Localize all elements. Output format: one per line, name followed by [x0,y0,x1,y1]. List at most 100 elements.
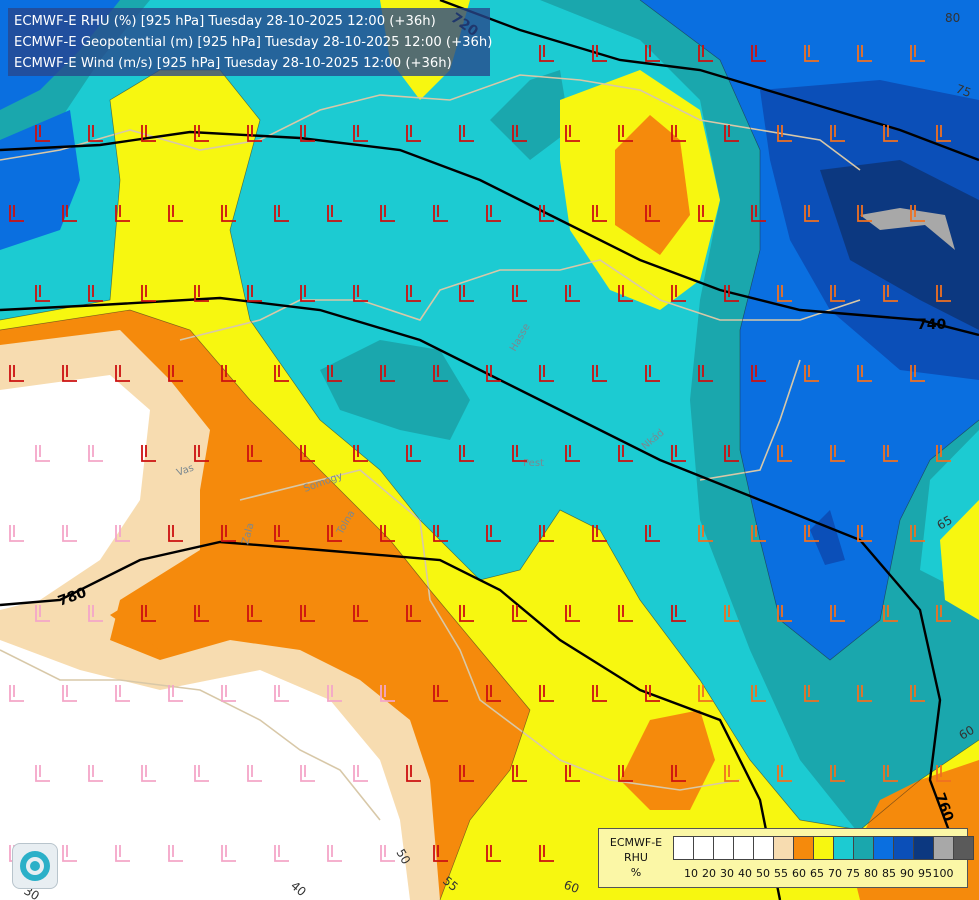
wind-barb [194,605,209,622]
wind-barb [645,685,660,702]
wind-barb [327,525,342,542]
wind-barb [857,525,872,542]
wind-barb [168,205,183,222]
wind-barb [751,685,766,702]
legend-cell [813,836,834,860]
wind-barb [936,285,951,302]
wind-barb [910,685,925,702]
wind-barb [565,605,580,622]
title-line-geopotential: ECMWF-E Geopotential (m) [925 hPa] Tuesd… [14,35,493,50]
wind-barb [671,285,686,302]
wind-barbs [9,45,951,862]
ecmwf-logo-icon [12,843,58,889]
wind-barb [486,525,501,542]
geopotential-label: 740 [917,317,946,333]
wind-barb [592,205,607,222]
wind-barb [486,365,501,382]
rhu-legend: ECMWF-E RHU % 10 20 30 40 50 55 60 65 70 75 80 85 90… [598,828,974,888]
wind-barb [115,845,130,862]
rhu-contour-label: 80 [945,11,960,25]
wind-barb [353,285,368,302]
wind-barb [35,285,50,302]
rhu-contour-label: 65 [935,513,955,533]
wind-barb [857,365,872,382]
wind-barb [62,205,77,222]
wind-barb [459,765,474,782]
wind-barb [168,365,183,382]
wind-barb [168,525,183,542]
wind-barb [618,765,633,782]
wind-barb [910,205,925,222]
wind-barb [353,765,368,782]
wind-barb [62,685,77,702]
legend-color-bar [673,836,974,860]
rhu-contour-label: 60 [957,723,977,743]
wind-barb [645,205,660,222]
legend-tick-label: 55 [774,867,788,880]
wind-barb [274,365,289,382]
legend-cell [833,836,854,860]
wind-barb [35,445,50,462]
legend-cell [733,836,754,860]
wind-barb [221,685,236,702]
legend-cell [853,836,874,860]
legend-cell [753,836,774,860]
wind-barb [883,765,898,782]
wind-barb [671,125,686,142]
legend-tick-label: 95 [918,867,932,880]
legend-tick-label: 40 [738,867,752,880]
wind-barb [618,125,633,142]
wind-barb [539,685,554,702]
wind-barb [168,685,183,702]
legend-tick-label: 65 [810,867,824,880]
wind-barb [777,765,792,782]
wind-barb [380,205,395,222]
wind-barb [671,445,686,462]
wind-barb [539,205,554,222]
title-line-wind: ECMWF-E Wind (m/s) [925 hPa] Tuesday 28-… [14,56,452,71]
rhu-75-north [490,70,570,160]
wind-barb [539,845,554,862]
wind-barb [406,445,421,462]
wind-barb [300,125,315,142]
legend-tick-label: 30 [720,867,734,880]
wind-barb [300,765,315,782]
wind-barb [459,285,474,302]
wind-barb [936,765,951,782]
legend-title: ECMWF-E RHU % [601,835,671,880]
wind-barb [194,125,209,142]
rhu-95-right [860,208,955,250]
wind-barb [327,205,342,222]
wind-barb [353,445,368,462]
wind-barb [618,605,633,622]
wind-barb [141,605,156,622]
wind-barb [751,45,766,62]
wind-barb [62,365,77,382]
wind-barb [247,445,262,462]
wind-barb [804,685,819,702]
legend-cell [933,836,954,860]
wind-barb [751,365,766,382]
wind-barb [406,285,421,302]
wind-barb [751,525,766,542]
wind-barb [327,845,342,862]
wind-barb [751,205,766,222]
wind-barb [9,365,24,382]
wind-barb [247,125,262,142]
wind-barb [88,125,103,142]
wind-barb [141,285,156,302]
wind-barb [406,605,421,622]
wind-barb [247,285,262,302]
legend-tick-label: 20 [702,867,716,880]
wind-barb [221,205,236,222]
wind-barb [380,525,395,542]
wind-barb [141,125,156,142]
wind-barb [88,765,103,782]
wind-barb [539,525,554,542]
wind-barb [406,125,421,142]
rhu-contour-label: 60 [562,878,581,896]
wind-barb [512,285,527,302]
wind-barb [698,525,713,542]
